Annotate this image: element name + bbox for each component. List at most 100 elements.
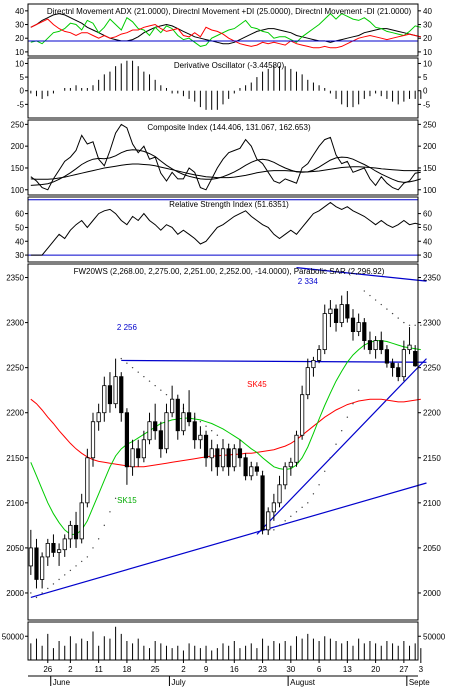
candle-body	[226, 448, 231, 468]
composite-ma-slow	[30, 163, 421, 180]
candle-body	[254, 466, 260, 472]
sar-dot	[307, 502, 309, 504]
sar-dot	[278, 524, 281, 527]
candle-body	[85, 457, 90, 504]
sar-dot	[403, 321, 405, 324]
candle-body	[28, 547, 33, 567]
sar-dot	[75, 565, 77, 567]
x-tick-label: 20	[371, 665, 380, 674]
panel-title: FW20WS (2,268.00, 2,275.00, 2,251.00, 2,…	[74, 267, 385, 276]
y-tick-label: 2050	[6, 544, 24, 553]
y-tick-label: 10	[423, 59, 432, 68]
y-tick-label: 2100	[423, 499, 441, 508]
sar-dot	[199, 421, 202, 423]
y-tick-label: 50000	[423, 632, 446, 641]
sar-dot	[386, 308, 388, 310]
y-tick-label: 10	[15, 48, 24, 57]
y-tick-label: 20	[423, 34, 432, 43]
y-tick-label: 40	[15, 237, 24, 246]
candle-body	[96, 412, 101, 423]
candle-body	[119, 376, 124, 414]
annotation-2-256: 2 256	[117, 323, 138, 332]
y-tick-label: 5	[20, 73, 25, 82]
y-tick-label: 2050	[423, 544, 441, 553]
x-tick-label: 9	[204, 665, 209, 674]
candle-body	[294, 434, 299, 463]
y-tick-label: 200	[11, 142, 25, 151]
y-tick-label: 50	[423, 223, 432, 232]
candle-body	[73, 524, 79, 540]
candle-body	[311, 360, 316, 369]
sar-dot	[295, 511, 298, 513]
candle-body	[164, 412, 169, 450]
candle-body	[260, 475, 265, 531]
y-tick-label: 2250	[423, 364, 441, 373]
month-label: June	[53, 678, 71, 687]
candle-body	[45, 542, 50, 558]
x-tick-label: 26	[43, 665, 52, 674]
candle-body	[68, 524, 73, 540]
annotation-sk45: SK45	[247, 380, 267, 389]
x-tick-label: 30	[286, 665, 295, 674]
price-panel: 2 256 2 334 SK45 SK15 2000 2000 2050 2050 2100 21…	[6, 267, 441, 599]
y-tick-label: -5	[17, 100, 25, 109]
candle-body	[300, 394, 305, 436]
sk15-line	[30, 340, 421, 535]
y-tick-label: 20	[15, 34, 24, 43]
candle-body	[56, 549, 62, 553]
y-tick-label: 30	[15, 251, 24, 260]
candle-body	[288, 461, 293, 468]
candle-body	[209, 448, 214, 459]
sar-dot	[210, 430, 213, 432]
month-label: August	[290, 678, 316, 687]
x-axis: 26 2 11 18 25 2 9 16 23 30 6 13 20 27 3 June July August S…	[28, 659, 430, 687]
derivative-oscillator-panel: -5 -5 0 0 5 5 10 10 Derivative Oscillator (-3.44…	[15, 59, 432, 110]
candle-body	[243, 457, 248, 477]
sar-dot	[120, 357, 122, 360]
sar-dot	[137, 371, 139, 373]
y-tick-label: 2350	[423, 274, 441, 283]
sar-dot	[301, 506, 303, 509]
x-tick-label: 2	[181, 665, 186, 674]
candle-body	[141, 439, 146, 459]
candle-body	[181, 412, 186, 432]
volume-panel: 50000 50000	[2, 626, 446, 660]
candle-body	[237, 448, 243, 459]
y-tick-label: 2150	[423, 454, 441, 463]
y-tick-label: 2000	[423, 589, 441, 598]
candle-body	[153, 421, 158, 432]
candle-body	[175, 398, 180, 432]
plus-di-line	[30, 12, 421, 47]
candle-body	[51, 542, 56, 553]
panel-frame	[27, 119, 419, 196]
sar-dot	[92, 547, 94, 549]
sk45-line	[30, 398, 421, 468]
sar-dot	[414, 324, 416, 326]
panel-title: Derivative Oscillator (-3.44580)	[174, 61, 285, 70]
y-tick-label: 2200	[423, 409, 441, 418]
candle-body	[249, 466, 254, 477]
x-tick-label: 25	[151, 665, 160, 674]
candle-body	[192, 421, 197, 441]
sar-dot	[114, 497, 117, 500]
sar-dot	[363, 290, 366, 292]
month-label: July	[171, 678, 185, 687]
candle-body	[305, 367, 310, 396]
y-tick-label: 30	[15, 21, 24, 30]
sar-dot	[380, 303, 382, 306]
sar-dot	[64, 574, 66, 576]
sar-dot	[35, 596, 38, 599]
x-tick-label: 3	[419, 665, 424, 674]
trendline	[256, 358, 427, 535]
candle-body	[102, 385, 107, 414]
sar-dot	[391, 312, 394, 315]
y-tick-label: 100	[423, 186, 437, 195]
candle-body	[350, 317, 356, 332]
candle-body	[62, 538, 67, 551]
candle-body	[322, 313, 327, 351]
candle-body	[333, 308, 339, 323]
candle-body	[40, 556, 45, 580]
sar-dot	[312, 493, 315, 495]
candle-body	[316, 349, 322, 361]
y-tick-label: 250	[423, 120, 437, 129]
